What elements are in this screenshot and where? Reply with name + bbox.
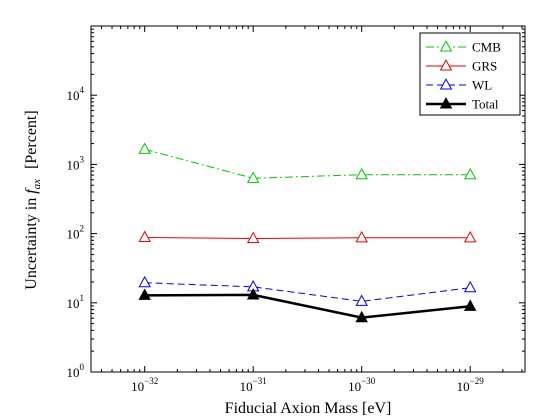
y-tick-label: 102 [67,224,85,242]
data-point-total [355,310,368,323]
data-point-cmb [246,171,260,183]
series-line-grs [144,236,471,239]
x-tick-label: 10−29 [457,376,485,394]
y-tick-label-base: 10 [67,88,80,103]
x-tick-label-exponent: −31 [253,376,267,386]
x-tick-label: 10−32 [131,376,158,394]
legend-marker [439,59,453,71]
axis-ticks [91,26,525,373]
y-axis-label-prefix: Uncertainty in [23,194,40,290]
legend-item-grs: GRS [426,59,497,74]
y-axis-label: Uncertainty in fax [Percent] [23,110,43,289]
data-point-total [246,288,260,300]
plot-frame [90,25,526,373]
data-point-cmb [355,167,368,180]
y-tick-label-exponent: 2 [80,224,85,234]
legend-item-wl: WL [426,78,492,93]
x-tick-label-base: 10 [240,379,253,394]
legend-item-cmb: CMB [426,40,501,55]
x-tick-label-exponent: −29 [470,376,485,386]
y-tick-label-exponent: 0 [80,362,85,372]
series-line-wl [144,282,471,302]
y-tick-label-exponent: 4 [80,85,85,95]
x-tick-label-base: 10 [131,379,144,394]
x-tick-label-exponent: −30 [361,376,376,386]
series-line-cmb [144,148,471,179]
data-point-grs [246,231,260,244]
y-tick-label-base: 10 [67,157,80,172]
y-tick-label-exponent: 3 [80,154,85,164]
y-tick-label-base: 10 [67,227,80,242]
data-point-cmb [138,142,151,154]
x-axis-label: Fiducial Axion Mass [eV] [225,400,392,417]
legend: CMB GRS WL Total [419,32,521,116]
legend-label: Total [472,97,499,112]
y-axis-label-variable: f [23,187,40,194]
x-tick-labels: 10−32 10−31 10−30 10−29 [131,376,484,394]
data-point-wl [138,275,151,288]
legend-label: GRS [472,59,497,74]
y-tick-label-exponent: 1 [80,293,85,303]
y-tick-label-base: 10 [67,365,80,380]
y-tick-label: 104 [67,85,85,103]
data-point-wl [355,294,368,306]
series-wl [138,275,477,306]
series-total [138,288,477,323]
legend-marker [439,97,453,109]
y-tick-label-base: 10 [67,296,80,311]
x-tick-label-exponent: −32 [144,376,158,386]
x-tick-label: 10−30 [348,376,376,394]
data-point-grs [463,230,477,243]
data-point-grs [138,230,151,242]
legend-marker [439,40,453,52]
legend-item-total: Total [426,97,499,112]
y-axis-label-suffix: [Percent] [23,110,40,169]
series-layer [138,142,477,323]
x-tick-label: 10−31 [240,376,267,394]
legend-marker [439,78,453,90]
data-point-grs [355,230,368,243]
y-tick-label: 103 [67,154,85,172]
data-point-total [463,299,477,311]
legend-label: WL [472,78,492,93]
y-tick-label: 101 [67,293,85,311]
data-point-cmb [463,167,477,180]
series-grs [138,230,477,244]
x-tick-label-base: 10 [457,379,470,394]
data-point-wl [463,280,477,293]
data-point-total [138,288,151,300]
legend-label: CMB [472,40,501,55]
legend-box [419,32,521,116]
series-line-total [144,293,471,319]
series-cmb [138,142,477,183]
x-tick-label-base: 10 [348,379,361,394]
y-axis-label-subscript: ax [31,179,43,190]
y-tick-label: 100 [67,362,85,380]
